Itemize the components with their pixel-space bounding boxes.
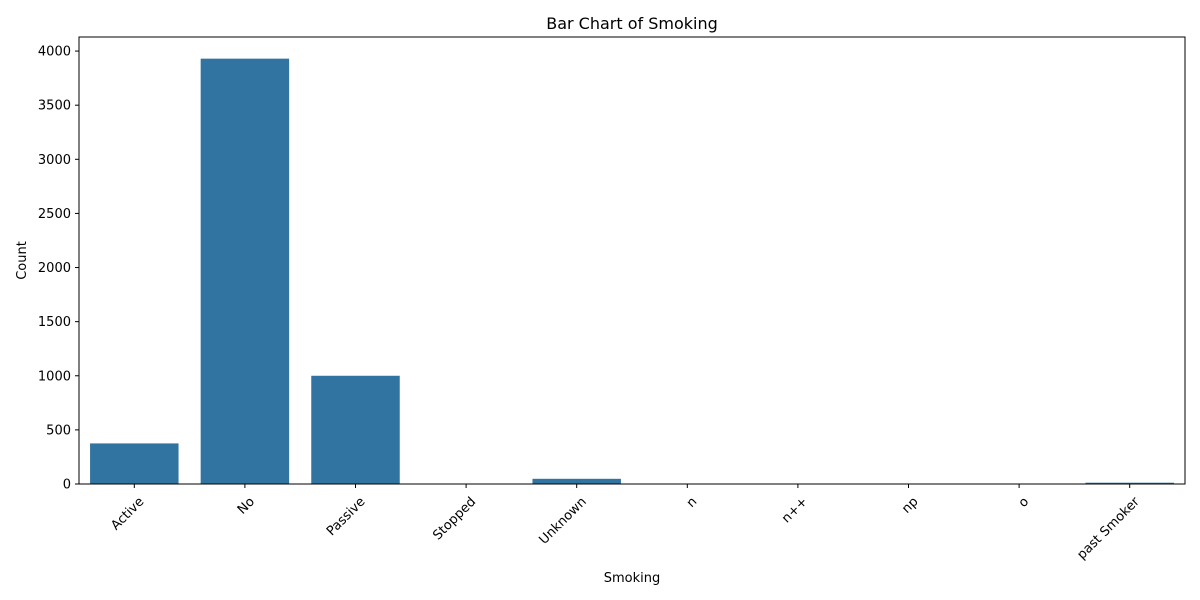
y-tick-label: 1000 <box>38 369 71 384</box>
x-tick-label: o <box>1016 494 1032 510</box>
x-tick-label: np <box>899 494 921 516</box>
y-axis: 0 500 1000 1500 2000 2500 3000 3500 4000 <box>38 45 79 493</box>
y-tick-label: 2500 <box>38 207 71 222</box>
y-tick-label: 3500 <box>38 99 71 114</box>
y-tick-label: 3000 <box>38 153 71 168</box>
x-tick-label: Active <box>108 494 147 533</box>
x-tick-label: n <box>684 494 700 510</box>
x-axis: Active No Passive Stopped Unknown n n++ np o past… <box>108 484 1143 563</box>
y-tick-label: 4000 <box>38 45 71 60</box>
y-axis-label: Count <box>15 241 30 280</box>
bar-passive <box>311 375 400 484</box>
y-tick-label: 1500 <box>38 315 71 330</box>
y-tick-label: 500 <box>46 423 71 438</box>
y-tick-label: 2000 <box>38 261 71 276</box>
x-tick-label: Passive <box>324 494 369 539</box>
bar-no <box>200 58 290 485</box>
bar-past-smoker <box>1085 482 1174 484</box>
bars-group <box>90 58 1174 485</box>
y-tick-label: 0 <box>63 478 71 493</box>
x-tick-label: Stopped <box>430 494 479 543</box>
bar-unknown <box>532 478 621 484</box>
chart-title: Bar Chart of Smoking <box>546 14 718 33</box>
bar-active <box>90 443 179 484</box>
x-tick-label: n++ <box>779 494 811 526</box>
plot-frame <box>78 36 1186 485</box>
x-tick-label: past Smoker <box>1075 494 1144 563</box>
x-tick-label: Unknown <box>536 494 589 547</box>
x-tick-label: No <box>235 494 258 517</box>
x-axis-label: Smoking <box>604 571 661 586</box>
